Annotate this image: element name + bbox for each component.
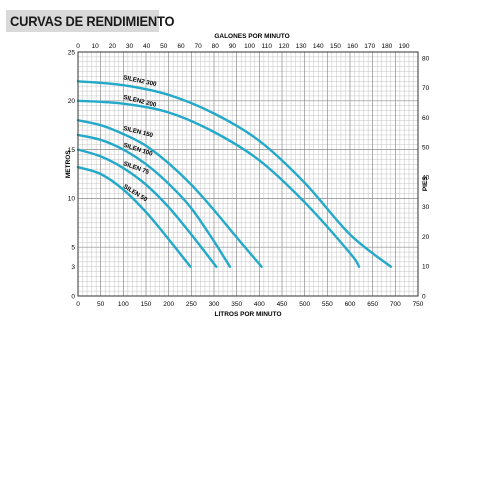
- series-line-2: [76, 119, 263, 268]
- axis-frame: [77, 51, 419, 297]
- x2-tick-label: 160: [347, 43, 358, 50]
- title-background: [6, 10, 159, 32]
- series-line-3: [76, 133, 232, 268]
- y2-tick-label: 60: [422, 115, 430, 122]
- x2-tick-label: 130: [296, 43, 307, 50]
- series-line-0: [76, 80, 392, 268]
- y-tick-label: 3: [71, 264, 75, 271]
- y2-tick-label: 50: [422, 145, 430, 152]
- x-axis-label: LITROS POR MINUTO: [214, 311, 281, 318]
- x2-tick-label: 80: [212, 43, 220, 50]
- x2-tick-label: 110: [262, 43, 273, 50]
- x-tick-label: 700: [390, 301, 401, 308]
- series-label-3: SILEN 100: [122, 142, 153, 158]
- grid-minor: [78, 52, 418, 296]
- y-tick-label: 0: [71, 293, 75, 300]
- plot-frame: [77, 51, 419, 297]
- x2-tick-label: 60: [177, 43, 185, 50]
- x-tick-label: 400: [254, 301, 265, 308]
- x2-tick-label: 50: [160, 43, 168, 50]
- x-axis-ticks: 0 50 100 150 200 250 300 350 400 450 500 550 600 650 7…: [76, 301, 424, 308]
- chart-title: CURVAS DE RENDIMIENTO: [10, 13, 175, 29]
- x2-tick-label: 170: [364, 43, 375, 50]
- y2-tick-label: 70: [422, 85, 430, 92]
- y2-tick-label: 80: [422, 55, 430, 62]
- y-tick-label: 25: [68, 49, 76, 56]
- x2-tick-label: 120: [278, 43, 289, 50]
- y-tick-label: 5: [71, 245, 75, 252]
- x2-tick-label: 180: [381, 43, 392, 50]
- y2-tick-label: 30: [422, 204, 430, 211]
- series-line-5: [76, 166, 192, 268]
- x2-tick-label: 100: [244, 43, 255, 50]
- series-line-4: [76, 148, 218, 268]
- x-tick-label: 500: [299, 301, 310, 308]
- x-tick-label: 450: [277, 301, 288, 308]
- x2-tick-label: 140: [313, 43, 324, 50]
- x2-tick-label: 0: [76, 43, 80, 50]
- x2-tick-label: 150: [330, 43, 341, 50]
- curves: [76, 80, 392, 268]
- x2-tick-label: 40: [143, 43, 151, 50]
- x-tick-label: 750: [413, 301, 424, 308]
- x2-tick-label: 190: [399, 43, 410, 50]
- x-tick-label: 550: [322, 301, 333, 308]
- x-tick-label: 600: [345, 301, 356, 308]
- y-axis-ticks: 0 3 5 10 15 20 25: [68, 49, 76, 300]
- y-tick-label: 15: [68, 147, 76, 154]
- x2-tick-label: 90: [229, 43, 237, 50]
- x-tick-label: 200: [163, 301, 174, 308]
- x-tick-label: 50: [97, 301, 105, 308]
- y-tick-label: 20: [68, 98, 76, 105]
- x-tick-label: 250: [186, 301, 197, 308]
- y-tick-label: 10: [68, 196, 76, 203]
- x2-axis-ticks: 0 10 20 30 40 50 60 70 80 90 100 110 120 130 140 150 160…: [76, 43, 410, 50]
- x2-tick-label: 20: [109, 43, 117, 50]
- series-line-1: [76, 99, 361, 268]
- x2-tick-label: 70: [195, 43, 203, 50]
- x-tick-label: 300: [209, 301, 220, 308]
- y2-tick-label: 20: [422, 234, 430, 241]
- y2-axis-label: PIES: [422, 176, 429, 191]
- y2-tick-label: 10: [422, 264, 430, 271]
- y2-tick-label: 40: [422, 174, 430, 181]
- x2-tick-label: 30: [126, 43, 134, 50]
- x-tick-label: 0: [76, 301, 80, 308]
- y-axis-label: METROS: [65, 150, 72, 178]
- x-tick-label: 350: [231, 301, 242, 308]
- y2-tick-label: 0: [422, 293, 426, 300]
- x2-axis-label: GALONES POR MINUTO: [214, 33, 289, 40]
- x2-tick-label: 10: [92, 43, 100, 50]
- x-tick-label: 150: [141, 301, 152, 308]
- x-tick-label: 100: [118, 301, 129, 308]
- y2-axis-ticks: 0 10 20 30 40 50 60 70 80: [422, 55, 430, 300]
- x-tick-label: 650: [367, 301, 378, 308]
